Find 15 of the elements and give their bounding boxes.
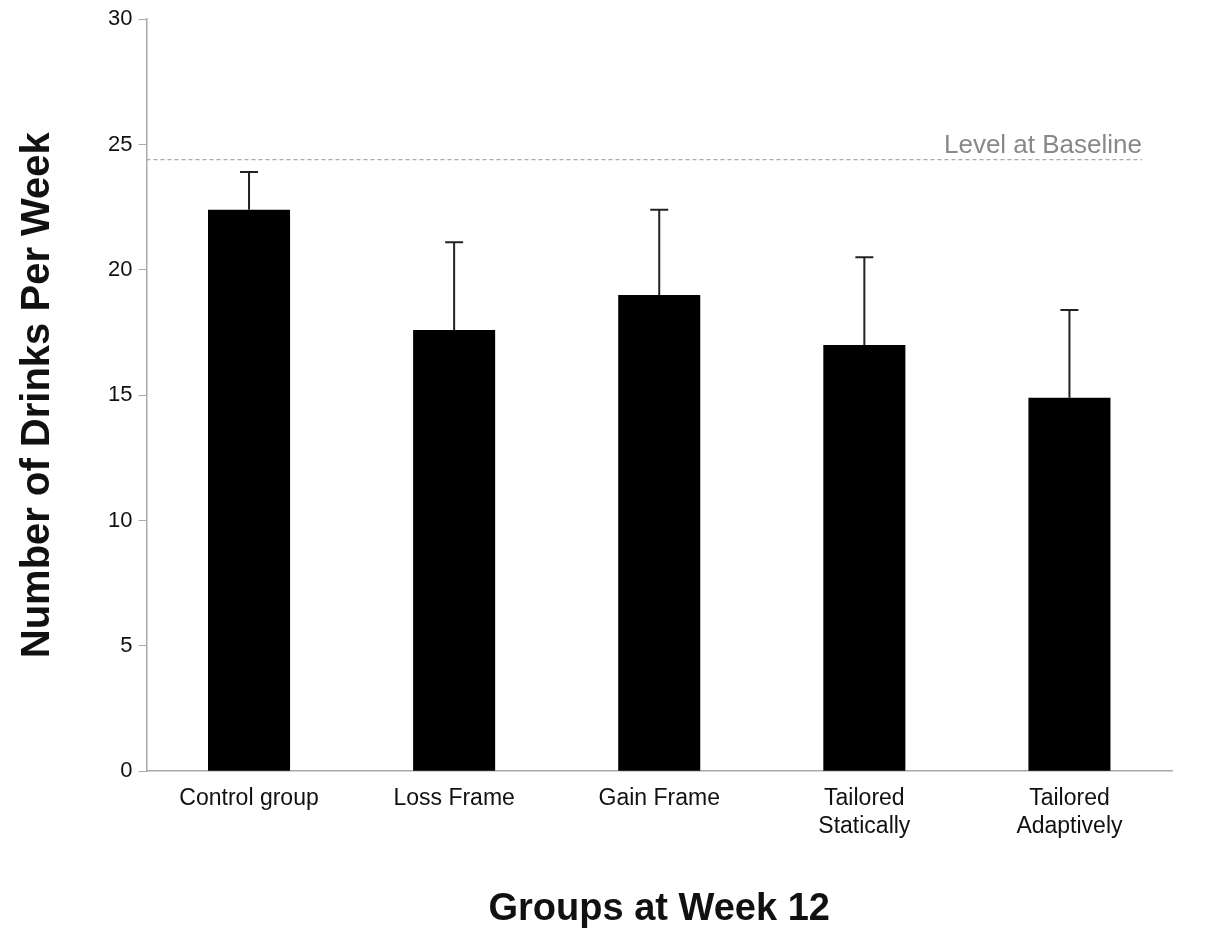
y-tick-label: 20	[107, 255, 133, 281]
y-tick-label: 30	[107, 5, 133, 31]
x-tick-label: Control group	[179, 784, 319, 811]
x-tick-label: Gain Frame	[598, 784, 720, 811]
y-tick-label: 25	[107, 130, 133, 156]
y-axis-title: Number of Drinks Per Week	[13, 131, 58, 659]
x-tick-label: Tailored Adaptively	[1016, 784, 1123, 838]
x-tick-label: Loss Frame	[393, 784, 515, 811]
x-axis-title: Groups at Week 12	[488, 885, 830, 928]
y-tick-label: 15	[107, 381, 133, 407]
y-tick-label: 0	[120, 757, 133, 783]
ref-line-label: Level at Baseline	[943, 128, 1142, 159]
x-tick-label: Tailored Statically	[818, 784, 911, 838]
y-tick-label: 10	[107, 506, 133, 532]
y-tick-label: 5	[120, 631, 133, 657]
